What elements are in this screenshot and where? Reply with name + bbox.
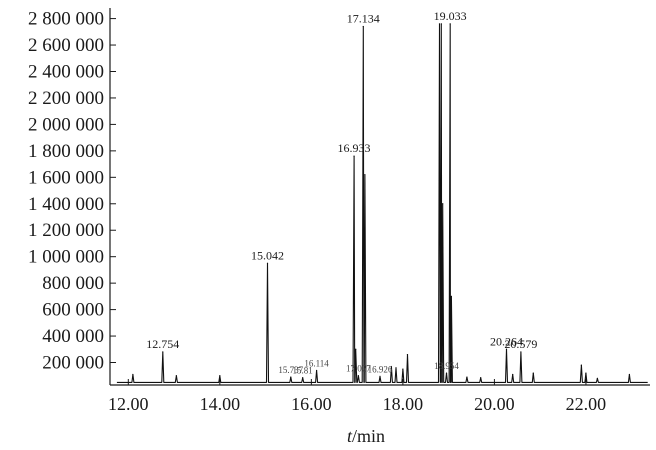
y-tick-label: 1 400 000 — [28, 194, 104, 215]
peak-apex — [290, 376, 292, 378]
peak-label: 16.926 — [368, 364, 393, 374]
peak-apex — [628, 373, 631, 376]
peak-apex — [480, 377, 482, 379]
peak-label: 16.114 — [304, 358, 329, 368]
y-tick-label: 600 000 — [42, 300, 104, 321]
y-tick-label: 1 600 000 — [28, 167, 104, 188]
peak-apex — [440, 23, 442, 25]
x-axis-title-italic: t — [347, 426, 353, 446]
peak-apex — [532, 372, 534, 374]
peak-label: 15.81 — [293, 366, 313, 376]
peak-label: 16.933 — [338, 141, 371, 155]
y-tick-label: 2 200 000 — [28, 88, 104, 109]
peak-apex — [449, 23, 451, 25]
y-tick-label: 2 600 000 — [28, 35, 104, 56]
peak-apex — [302, 377, 304, 379]
peak-label: 20.579 — [504, 337, 537, 351]
y-tick-label: 400 000 — [42, 326, 104, 347]
x-tick-label: 22.00 — [566, 394, 607, 414]
peak-label: 15.042 — [251, 248, 284, 262]
peak-apex — [315, 369, 318, 372]
y-tick-label: 200 000 — [42, 353, 104, 374]
y-tick-label: 1 800 000 — [28, 141, 104, 162]
peak-apex — [355, 348, 357, 350]
peak-apex — [512, 373, 514, 376]
x-axis-title: t/min — [347, 426, 385, 446]
peak-apex — [395, 367, 397, 369]
peak-apex — [162, 351, 164, 353]
y-tick-label: 2 800 000 — [28, 9, 104, 30]
chromatogram-trace-group — [116, 23, 648, 383]
peak-apex — [362, 25, 364, 28]
x-axis-title-rest: /min — [352, 426, 385, 446]
x-tick-label: 20.00 — [474, 394, 515, 414]
peak-apex — [466, 376, 468, 378]
peak-label: 12.754 — [146, 337, 179, 351]
peak-apex — [357, 375, 359, 377]
peak-apex — [219, 375, 221, 377]
x-tick-label: 14.00 — [200, 394, 241, 414]
peak-apex — [266, 262, 269, 264]
peak-label: 17.027 — [346, 364, 371, 374]
peak-label: 20.264 — [490, 334, 523, 348]
peak-apex — [379, 375, 381, 378]
peak-apex — [353, 155, 355, 157]
peak-apex — [442, 203, 444, 205]
y-tick-label: 2 400 000 — [28, 61, 104, 82]
peak-apex — [438, 23, 441, 25]
x-tick-label: 18.00 — [383, 394, 424, 414]
peak-apex — [390, 365, 393, 368]
peak-apex — [585, 372, 587, 374]
peak-apex — [445, 372, 448, 374]
y-tick-label: 1 200 000 — [28, 220, 104, 241]
peak-label: 17.134 — [347, 12, 380, 26]
peak-label: 18.954 — [434, 361, 459, 371]
peak-apex — [175, 375, 177, 377]
peak-apex — [450, 295, 452, 297]
peak-apex — [132, 373, 134, 376]
x-tick-label: 16.00 — [291, 394, 332, 414]
y-tick-label: 800 000 — [42, 273, 104, 294]
peak-apex — [580, 364, 582, 366]
peak-apex — [402, 368, 404, 370]
y-tick-label: 1 000 000 — [28, 247, 104, 268]
peak-apex — [364, 174, 366, 176]
peak-apex — [406, 353, 409, 356]
chromatogram-trace — [116, 23, 648, 383]
y-axis: 200 000 400 000 600 000 800 000 1 000 000 1 2… — [28, 8, 116, 385]
peak-label: 19.033 — [434, 9, 467, 23]
peak-apex — [520, 351, 522, 353]
x-axis: 12.00 14.00 16.00 18.00 20.00 22.00 — [108, 379, 650, 414]
y-tick-label: 2 000 000 — [28, 114, 104, 135]
peak-apex — [596, 377, 598, 379]
peak-apex — [505, 348, 508, 350]
x-tick-label: 12.00 — [108, 394, 149, 414]
peak-label: 15.737 — [278, 365, 303, 375]
